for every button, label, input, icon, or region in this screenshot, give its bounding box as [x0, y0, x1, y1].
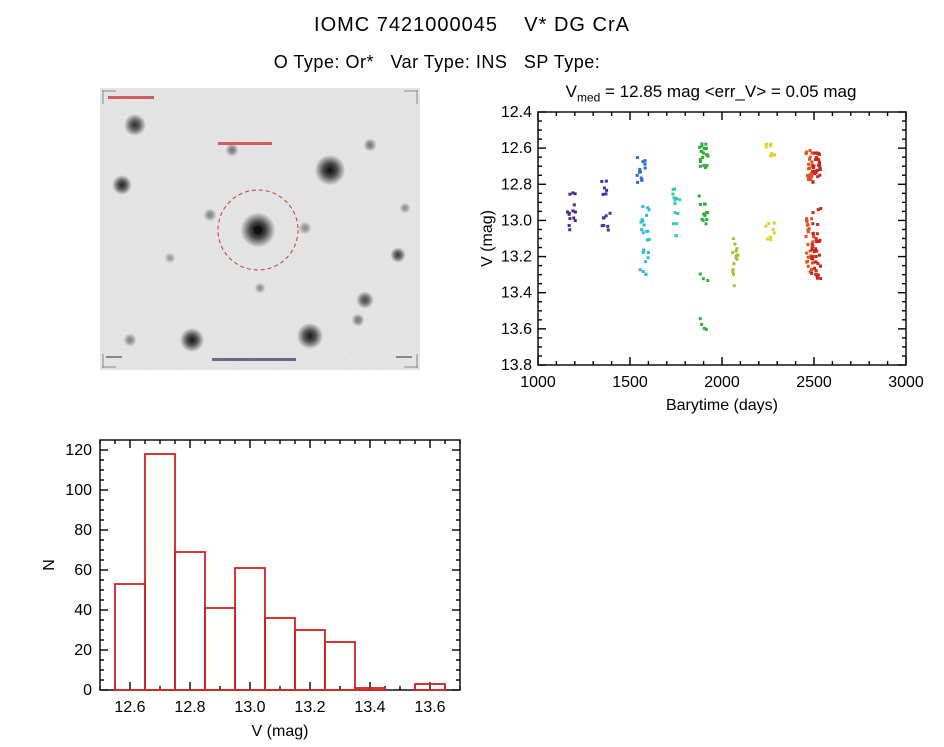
svg-text:40: 40 [74, 602, 92, 619]
svg-text:13.8: 13.8 [501, 357, 532, 374]
histogram-plot: 12.6 12.8 13.0 13.2 13.4 13.6 0 20 40 60 80 100 120 V… [40, 432, 480, 747]
svg-text:13.2: 13.2 [501, 249, 532, 266]
svg-text:12.6: 12.6 [501, 140, 532, 157]
svg-text:13.0: 13.0 [501, 212, 532, 229]
svg-text:12.6: 12.6 [114, 699, 145, 716]
svg-text:60: 60 [74, 562, 92, 579]
svg-text:13.2: 13.2 [294, 699, 325, 716]
svg-text:100: 100 [65, 482, 92, 499]
svg-text:12.8: 12.8 [501, 176, 532, 193]
svg-text:V (mag): V (mag) [252, 723, 309, 740]
page-subtitle: O Type: Or* Var Type: INS SP Type: [273, 52, 601, 72]
svg-text:0: 0 [83, 682, 92, 699]
svg-text:Barytime (days): Barytime (days) [666, 397, 778, 414]
lightcurve-chart: 1000 1500 2000 2500 3000 12.4 12.6 12.8 13.0 13.2… [479, 104, 924, 414]
svg-text:V (mag): V (mag) [479, 210, 496, 267]
svg-text:1500: 1500 [612, 374, 648, 391]
svg-text:N: N [41, 559, 58, 571]
svg-text:13.0: 13.0 [234, 699, 265, 716]
svg-text:2000: 2000 [704, 374, 740, 391]
svg-text:2500: 2500 [796, 374, 832, 391]
svg-text:20: 20 [74, 642, 92, 659]
lightcurve-plot: 1000 1500 2000 2500 3000 12.4 12.6 12.8 13.0 13.2… [478, 100, 944, 430]
finder-chart-image [100, 88, 420, 370]
svg-text:13.6: 13.6 [501, 321, 532, 338]
svg-text:3000: 3000 [888, 374, 924, 391]
svg-text:1000: 1000 [520, 374, 556, 391]
svg-text:80: 80 [74, 522, 92, 539]
svg-text:120: 120 [65, 442, 92, 459]
histogram-chart: 12.6 12.8 13.0 13.2 13.4 13.6 0 20 40 60 80 100 120 V… [41, 439, 461, 740]
lightcurve-title-v: V [565, 82, 577, 101]
svg-text:13.4: 13.4 [501, 285, 532, 302]
svg-text:13.4: 13.4 [354, 699, 385, 716]
page-title: IOMC 7421000045 V* DG CrA [314, 14, 630, 36]
star-field-image [100, 88, 420, 370]
svg-text:12.4: 12.4 [501, 104, 532, 121]
svg-text:12.8: 12.8 [174, 699, 205, 716]
svg-text:13.6: 13.6 [414, 699, 445, 716]
lightcurve-title-rest: = 12.85 mag <err_V> = 0.05 mag [600, 82, 857, 101]
lightcurve-title: Vmed = 12.85 mag <err_V> = 0.05 mag [478, 82, 944, 104]
lightcurve-title-sub: med [576, 90, 601, 105]
